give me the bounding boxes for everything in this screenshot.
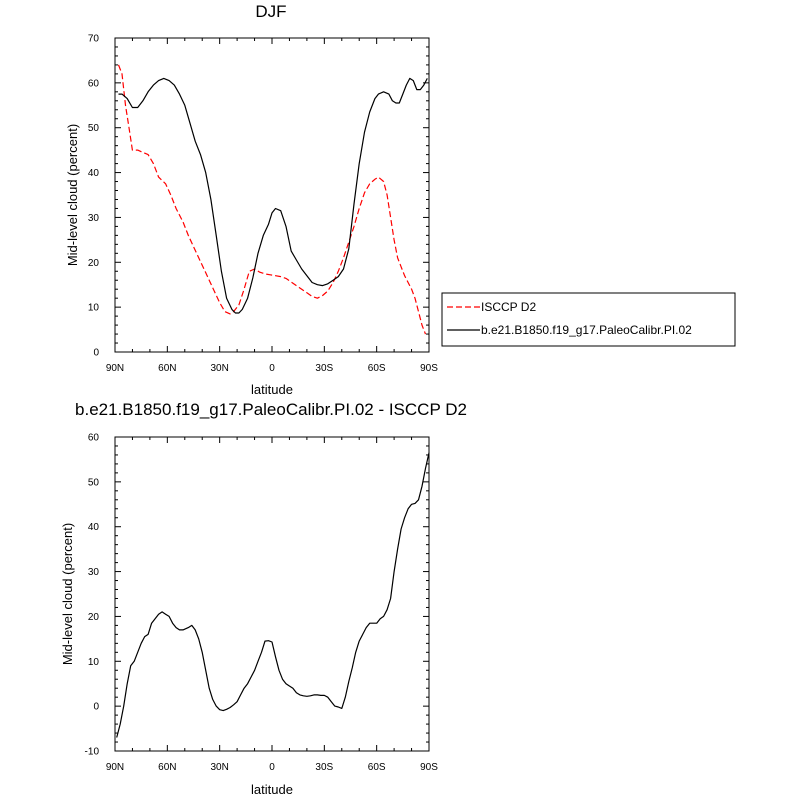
top-x-tick-label: 60N: [158, 363, 176, 374]
top-y-tick-label: 60: [88, 78, 100, 89]
bottom-series-lines: [116, 452, 430, 738]
top-plot-frame: [114, 37, 430, 353]
bottom-x-tick-label: 90S: [420, 762, 438, 773]
top-series-lines: [117, 64, 428, 335]
top-x-axis-label: latitude: [251, 382, 293, 397]
bottom-plot-frame: [114, 436, 430, 752]
top-y-tick-label: 10: [88, 303, 100, 314]
bottom-y-tick-label: 40: [88, 522, 100, 533]
top-panel: DJF 90N 60N 30N 0 30S 60S 90S 0 10 20 30 40 50 60 70 l…: [65, 2, 736, 397]
bottom-y-axis-label: Mid-level cloud (percent): [60, 523, 75, 665]
bottom-y-tick-label: 30: [88, 567, 100, 578]
bottom-y-tick-label: -10: [85, 747, 100, 758]
top-series-line-0: [117, 64, 427, 335]
top-x-tick-label: 30N: [210, 363, 228, 374]
bottom-x-tick-label: 60N: [158, 762, 176, 773]
top-y-tick-label: 20: [88, 258, 100, 269]
legend-label-isccp: ISCCP D2: [481, 300, 536, 314]
bottom-plot-area: 90N 60N 30N 0 30S 60S 90S -10 0 10 20 30 40 50 60: [85, 433, 439, 774]
top-x-tick-label: 30S: [315, 363, 333, 374]
top-chart-title: DJF: [255, 2, 286, 21]
bottom-chart-title: b.e21.B1850.f19_g17.PaleoCalibr.PI.02 - …: [75, 400, 467, 419]
legend-label-model: b.e21.B1850.f19_g17.PaleoCalibr.PI.02: [481, 323, 692, 337]
bottom-y-tick-label: 50: [88, 477, 100, 488]
bottom-y-tick-label: 60: [88, 433, 100, 444]
bottom-panel: b.e21.B1850.f19_g17.PaleoCalibr.PI.02 - …: [60, 400, 467, 797]
top-plot-area: 90N 60N 30N 0 30S 60S 90S 0 10 20 30 40 50 60 70: [88, 34, 438, 375]
top-y-tick-label: 50: [88, 123, 100, 134]
bottom-y-tick-label: 20: [88, 612, 100, 623]
legend-box: [441, 292, 736, 347]
top-y-tick-label: 30: [88, 213, 100, 224]
bottom-x-tick-label: 90N: [106, 762, 124, 773]
top-x-tick-label: 90S: [420, 363, 438, 374]
top-x-tick-label: 0: [269, 363, 275, 374]
bottom-axis-ticks: 90N 60N 30N 0 30S 60S 90S -10 0 10 20 30 40 50 60: [85, 433, 439, 774]
legend: ISCCP D2 b.e21.B1850.f19_g17.PaleoCalibr…: [441, 292, 736, 347]
bottom-x-tick-label: 30S: [315, 762, 333, 773]
bottom-y-tick-label: 10: [88, 657, 100, 668]
bottom-x-tick-label: 30N: [210, 762, 228, 773]
top-y-tick-label: 70: [88, 34, 100, 45]
top-series-line-1: [118, 77, 428, 314]
top-y-axis-label: Mid-level cloud (percent): [65, 124, 80, 266]
bottom-series-line-0: [116, 452, 430, 738]
top-axis-ticks: 90N 60N 30N 0 30S 60S 90S 0 10 20 30 40 50 60 70: [88, 34, 438, 375]
top-y-tick-label: 0: [93, 348, 99, 359]
top-x-tick-label: 60S: [368, 363, 386, 374]
bottom-y-tick-label: 0: [93, 702, 99, 713]
bottom-x-tick-label: 0: [269, 762, 275, 773]
bottom-x-axis-label: latitude: [251, 782, 293, 797]
top-x-tick-label: 90N: [106, 363, 124, 374]
bottom-x-tick-label: 60S: [368, 762, 386, 773]
top-y-tick-label: 40: [88, 168, 100, 179]
